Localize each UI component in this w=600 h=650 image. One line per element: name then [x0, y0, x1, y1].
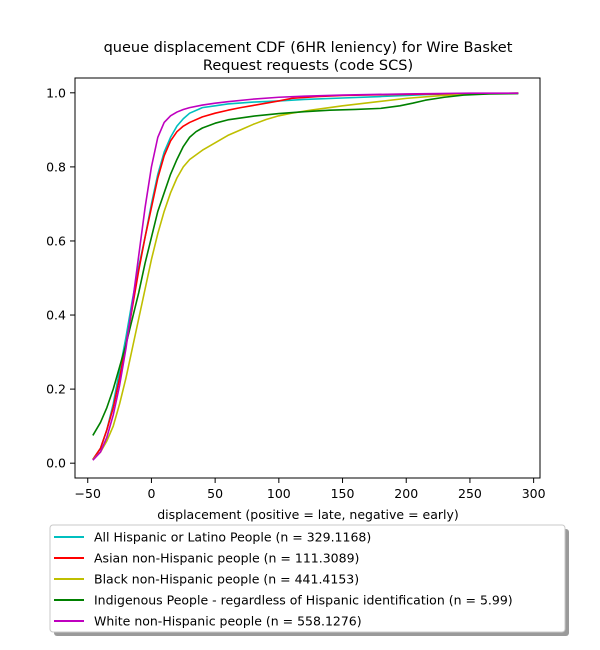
legend-label-3: Black non-Hispanic people (n = 441.4153) — [94, 572, 359, 587]
chart-title-line-2: Request requests (code SCS) — [203, 58, 413, 74]
y-tick-label: 0.6 — [46, 233, 66, 248]
chart-title-line-1: queue displacement CDF (6HR leniency) fo… — [104, 40, 513, 56]
y-tick-label: 0.8 — [46, 159, 66, 174]
legend-box — [49, 524, 566, 633]
legend-label-4: Indigenous People - regardless of Hispan… — [94, 593, 513, 608]
x-axis: −50 0 50 100 150 200 250 300 — [75, 478, 546, 501]
x-tick-label: 150 — [331, 486, 355, 501]
legend-items: All Hispanic or Latino People (n = 329.1… — [54, 530, 513, 629]
x-tick-label: 50 — [207, 486, 223, 501]
legend: All Hispanic or Latino People (n = 329.1… — [49, 524, 569, 636]
x-tick-label: 250 — [458, 486, 482, 501]
x-tick-label: 200 — [394, 486, 418, 501]
series-line-5 — [92, 92, 519, 461]
series-layer — [92, 92, 519, 461]
series-line-2 — [92, 92, 519, 460]
x-tick-label: 100 — [267, 486, 291, 501]
x-tick-label: −50 — [75, 486, 101, 501]
y-axis: 0.0 0.2 0.4 0.6 0.8 1.0 — [46, 85, 75, 471]
y-tick-label: 0.2 — [46, 382, 66, 397]
x-axis-label: displacement (positive = late, negative … — [157, 507, 459, 522]
legend-label-2: Asian non-Hispanic people (n = 111.3089) — [94, 551, 359, 566]
x-tick-label: 300 — [522, 486, 546, 501]
series-line-1 — [92, 92, 519, 460]
y-tick-label: 0.4 — [46, 308, 66, 323]
y-tick-label: 0.0 — [46, 456, 66, 471]
legend-label-5: White non-Hispanic people (n = 558.1276) — [94, 614, 362, 629]
series-line-3 — [92, 92, 519, 461]
plot-frame — [74, 77, 541, 479]
legend-label-1: All Hispanic or Latino People (n = 329.1… — [94, 530, 371, 545]
x-tick-label: 0 — [147, 486, 155, 501]
y-tick-label: 1.0 — [46, 85, 66, 100]
